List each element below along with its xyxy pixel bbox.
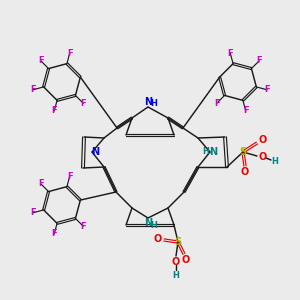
Text: H: H: [172, 271, 179, 280]
Text: N: N: [144, 97, 152, 107]
Text: H: H: [202, 148, 209, 157]
Text: F: F: [67, 49, 73, 58]
Text: O: O: [182, 255, 190, 265]
Text: H: H: [272, 158, 278, 166]
Text: F: F: [227, 49, 233, 58]
Text: F: F: [80, 99, 86, 108]
Text: F: F: [243, 106, 249, 116]
Text: F: F: [30, 85, 36, 94]
Text: F: F: [38, 179, 44, 188]
Text: F: F: [51, 106, 57, 116]
Text: F: F: [38, 56, 44, 65]
Text: N: N: [144, 218, 152, 228]
Text: F: F: [67, 172, 73, 181]
Text: O: O: [259, 135, 267, 145]
Text: F: F: [51, 230, 57, 238]
Text: H: H: [151, 100, 158, 109]
Text: F: F: [214, 99, 220, 108]
Text: O: O: [172, 257, 180, 267]
Text: F: F: [30, 208, 36, 217]
Text: F: F: [80, 222, 86, 231]
Text: O: O: [259, 152, 267, 162]
Text: S: S: [239, 147, 247, 157]
Text: O: O: [241, 167, 249, 177]
Text: O: O: [154, 234, 162, 244]
Text: F: F: [264, 85, 270, 94]
Text: F: F: [256, 56, 262, 65]
Text: N: N: [209, 147, 217, 157]
Text: N: N: [91, 147, 99, 157]
Text: S: S: [174, 237, 182, 247]
Text: H: H: [151, 220, 158, 230]
